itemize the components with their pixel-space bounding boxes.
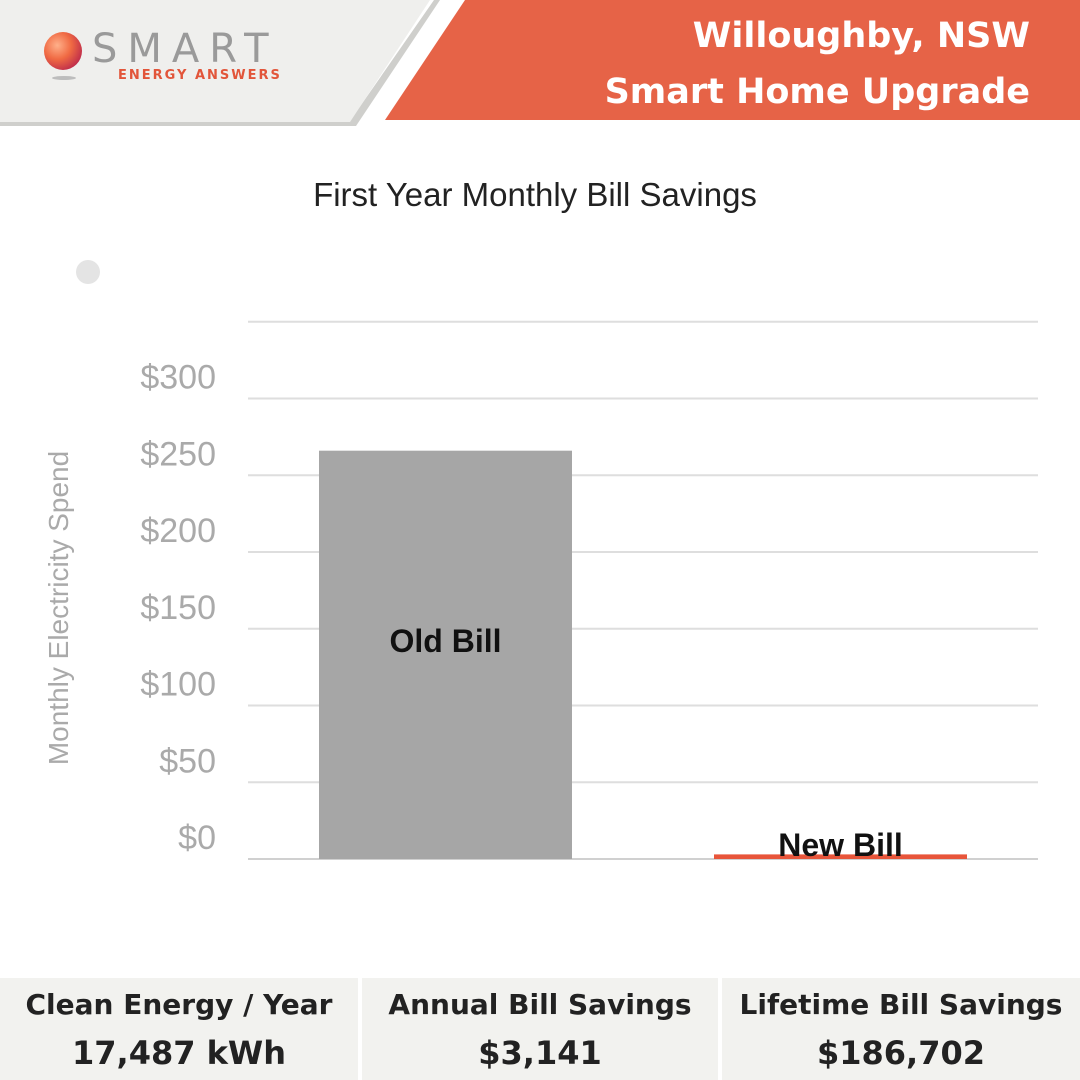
y-tick-label: $300 [140, 359, 216, 397]
logo-tagline: ENERGY ANSWERS [118, 68, 282, 83]
smart-energy-answers-logo: SMART ENERGY ANSWERS [42, 26, 302, 88]
logo-orb-icon [44, 32, 82, 70]
chart-title: First Year Monthly Bill Savings [313, 176, 757, 213]
stat-clean-energy: Clean Energy / Year 17,487 kWh [0, 978, 358, 1080]
stat-value: 17,487 kWh [72, 1034, 286, 1072]
y-tick-label: $0 [178, 819, 216, 857]
location-title: Willoughby, NSW [692, 16, 1030, 56]
bar-old-bill [319, 450, 572, 859]
logo-wordmark: SMART [92, 26, 279, 72]
stat-lifetime-savings: Lifetime Bill Savings $186,702 [722, 978, 1080, 1080]
header-title-panel [385, 0, 1080, 120]
y-tick-label: $150 [140, 589, 216, 627]
stat-label: Lifetime Bill Savings [739, 988, 1063, 1021]
y-tick-label: $250 [140, 435, 216, 473]
stat-value: $186,702 [816, 1034, 985, 1072]
bar-label: Old Bill [390, 623, 502, 659]
stat-annual-savings: Annual Bill Savings $3,141 [362, 978, 718, 1080]
stats-bar: Clean Energy / Year 17,487 kWh Annual Bi… [0, 978, 1080, 1080]
bill-savings-chart: $0 $50 $100 $150 $200 $250 $300 Monthly Electri… [43, 320, 1038, 863]
stat-value: $3,141 [478, 1034, 602, 1072]
legend-marker [76, 260, 100, 284]
logo-orb-shadow [52, 76, 76, 80]
stat-label: Annual Bill Savings [388, 988, 692, 1021]
y-tick-label: $50 [159, 742, 216, 780]
y-tick-label: $100 [140, 666, 216, 704]
bar-label: New Bill [778, 827, 902, 863]
y-tick-label: $200 [140, 512, 216, 550]
y-axis-label: Monthly Electricity Spend [43, 451, 74, 765]
project-title: Smart Home Upgrade [604, 72, 1030, 112]
stat-label: Clean Energy / Year [25, 988, 333, 1021]
bar-new-bill [714, 854, 967, 859]
